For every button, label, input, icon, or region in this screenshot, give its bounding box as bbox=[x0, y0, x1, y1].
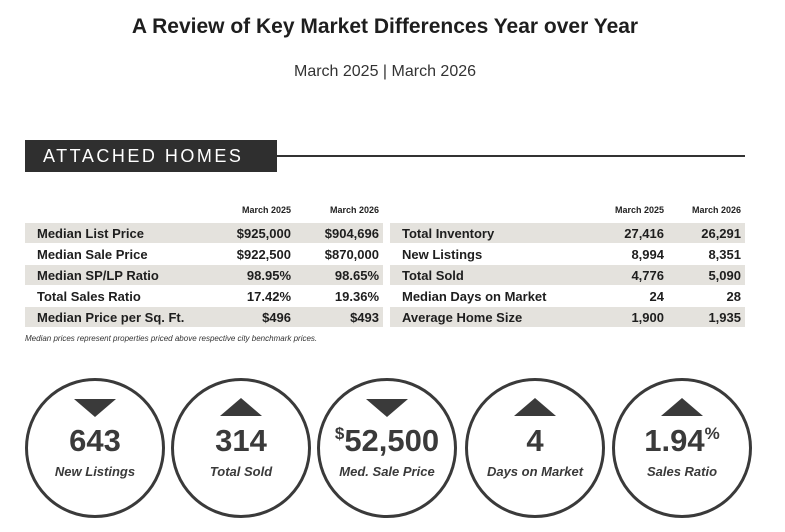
table-row: New Listings 8,994 8,351 bbox=[390, 244, 745, 264]
table-row: Median Days on Market 24 28 bbox=[390, 286, 745, 306]
arrow-down-icon bbox=[74, 399, 116, 417]
page-subtitle: March 2025 | March 2026 bbox=[293, 63, 477, 80]
value-2025: 24 bbox=[649, 288, 664, 304]
value-2026: 19.36% bbox=[334, 288, 379, 304]
highlight-value: 643 bbox=[69, 423, 121, 458]
table-row: Average Home Size 1,900 1,935 bbox=[390, 307, 745, 327]
row-label: New Listings bbox=[402, 246, 483, 262]
section-header: ATTACHED HOMES bbox=[25, 140, 745, 172]
value-2026: $870,000 bbox=[324, 246, 379, 262]
value-2026: 26,291 bbox=[668, 223, 745, 243]
highlight-new-listings: 643 New Listings bbox=[25, 378, 165, 518]
value-2025: 27,416 bbox=[588, 223, 668, 243]
highlight-value: $52,500 bbox=[334, 423, 440, 458]
highlight-value: 4 bbox=[526, 423, 544, 458]
table-header-row: March 2025 March 2026 bbox=[390, 198, 745, 222]
row-label: Median List Price bbox=[25, 223, 220, 243]
value-2026: $493 bbox=[295, 307, 383, 327]
value-2025: 1,900 bbox=[588, 307, 668, 327]
highlight-days-on-market: 4 Days on Market bbox=[465, 378, 605, 518]
value-2025: 4,776 bbox=[588, 265, 668, 285]
value-2026: 8,351 bbox=[708, 246, 741, 262]
section-divider bbox=[277, 155, 745, 157]
row-label: Total Inventory bbox=[390, 223, 588, 243]
row-label: Median Sale Price bbox=[37, 246, 148, 262]
row-label: Median Days on Market bbox=[402, 288, 547, 304]
value-2026: 98.65% bbox=[295, 265, 383, 285]
row-label: Average Home Size bbox=[390, 307, 588, 327]
section-label: ATTACHED HOMES bbox=[25, 140, 277, 172]
currency-prefix: $ bbox=[334, 424, 345, 443]
value-2025: 8,994 bbox=[631, 246, 664, 262]
row-label: Total Sold bbox=[390, 265, 588, 285]
value-2026: 1,935 bbox=[668, 307, 745, 327]
row-label: Median SP/LP Ratio bbox=[25, 265, 220, 285]
value-2026: $904,696 bbox=[295, 223, 383, 243]
table-row: Total Inventory 27,416 26,291 bbox=[390, 223, 745, 243]
highlight-label: Sales Ratio bbox=[646, 464, 718, 479]
highlight-med-sale-price: $52,500 Med. Sale Price bbox=[317, 378, 457, 518]
arrow-up-icon bbox=[220, 398, 262, 416]
arrow-up-icon bbox=[661, 398, 703, 416]
highlight-label: New Listings bbox=[54, 464, 136, 479]
value-2025: $922,500 bbox=[236, 246, 291, 262]
table-row: Median Price per Sq. Ft. $496 $493 bbox=[25, 307, 383, 327]
price-stats-table: March 2025 March 2026 Median List Price … bbox=[25, 197, 383, 328]
highlight-value: 1.94% bbox=[644, 423, 720, 458]
page-title: A Review of Key Market Differences Year … bbox=[131, 15, 639, 38]
highlight-label: Days on Market bbox=[486, 464, 584, 479]
table-header-row: March 2025 March 2026 bbox=[25, 198, 383, 222]
column-header-2026: March 2026 bbox=[329, 205, 379, 215]
column-header-2025: March 2025 bbox=[614, 205, 664, 215]
arrow-down-icon bbox=[366, 399, 408, 417]
value-2025: 98.95% bbox=[220, 265, 295, 285]
market-stats-table: March 2025 March 2026 Total Inventory 27… bbox=[390, 197, 745, 328]
row-label: Total Sales Ratio bbox=[37, 288, 141, 304]
table-row: Median Sale Price $922,500 $870,000 bbox=[25, 244, 383, 264]
highlight-label: Med. Sale Price bbox=[339, 464, 435, 479]
footnote: Median prices represent properties price… bbox=[25, 334, 318, 343]
value-2025: 17.42% bbox=[246, 288, 291, 304]
value-2025: $925,000 bbox=[220, 223, 295, 243]
arrow-up-icon bbox=[514, 398, 556, 416]
highlight-sales-ratio: 1.94% Sales Ratio bbox=[612, 378, 752, 518]
column-header-2025: March 2025 bbox=[241, 205, 291, 215]
highlight-total-sold: 314 Total Sold bbox=[171, 378, 311, 518]
value-2026: 28 bbox=[726, 288, 741, 304]
table-row: Total Sold 4,776 5,090 bbox=[390, 265, 745, 285]
highlight-label: Total Sold bbox=[209, 464, 273, 479]
row-label: Median Price per Sq. Ft. bbox=[25, 307, 220, 327]
value-2025: $496 bbox=[220, 307, 295, 327]
column-header-2026: March 2026 bbox=[691, 205, 741, 215]
table-row: Total Sales Ratio 17.42% 19.36% bbox=[25, 286, 383, 306]
table-row: Median List Price $925,000 $904,696 bbox=[25, 223, 383, 243]
table-row: Median SP/LP Ratio 98.95% 98.65% bbox=[25, 265, 383, 285]
value-2026: 5,090 bbox=[668, 265, 745, 285]
percent-suffix: % bbox=[704, 424, 720, 443]
highlight-value: 314 bbox=[215, 423, 267, 458]
